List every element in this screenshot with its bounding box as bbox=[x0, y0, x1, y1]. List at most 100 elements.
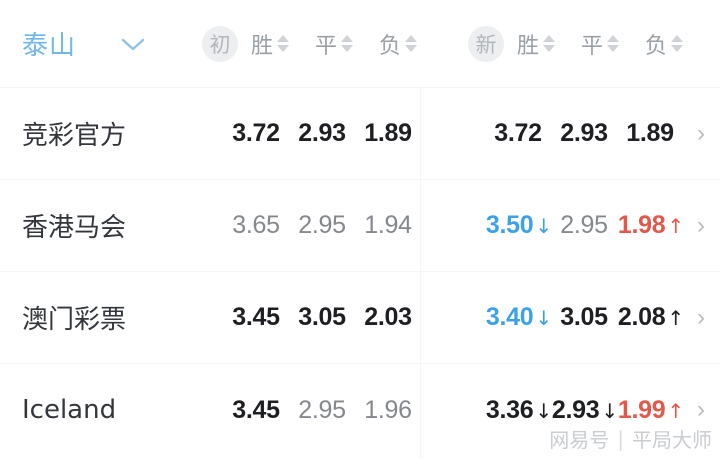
watermark-separator: | bbox=[617, 426, 624, 451]
column-header-current-lose[interactable]: 负 bbox=[632, 28, 696, 60]
odds-cell-initial-draw[interactable]: 2.95 bbox=[290, 211, 356, 240]
table-row[interactable]: 竞彩官方 3.72 2.93 1.89 3.72 bbox=[0, 88, 720, 180]
sort-updown-icon[interactable] bbox=[543, 35, 555, 52]
odds-cell-current-lose[interactable]: 1.99 ↑ bbox=[618, 396, 684, 425]
odds-cell-current-win[interactable]: 3.72 bbox=[486, 119, 552, 148]
sort-updown-icon[interactable] bbox=[405, 35, 417, 52]
odds-cell-current-win[interactable]: 3.50 ↓ bbox=[486, 211, 552, 240]
column-label: 平 bbox=[580, 33, 603, 59]
odds-value: 2.95 bbox=[560, 211, 608, 239]
odds-cell-initial-lose[interactable]: 2.03 bbox=[356, 303, 422, 332]
column-header-initial-win[interactable]: 胜 bbox=[238, 28, 302, 60]
watermark: 网易号 | 平局大师 bbox=[549, 424, 712, 453]
odds-cell-current-draw[interactable]: 2.95 bbox=[552, 211, 618, 240]
odds-value: 3.50 bbox=[485, 211, 534, 239]
team-selector[interactable]: 泰山 bbox=[0, 25, 200, 62]
odds-value: 2.08 bbox=[617, 303, 666, 331]
odds-value: 3.72 bbox=[494, 119, 542, 147]
odds-cell-current-lose[interactable]: 1.89 bbox=[618, 119, 684, 148]
row-detail-chevron-icon[interactable]: › bbox=[697, 119, 705, 147]
odds-group-initial: 3.45 2.95 1.96 bbox=[200, 396, 458, 425]
bookmaker-name: Iceland bbox=[22, 395, 117, 425]
row-detail-chevron-icon[interactable]: › bbox=[697, 303, 705, 331]
column-header-initial-lose[interactable]: 负 bbox=[366, 28, 430, 60]
row-detail-chevron-icon[interactable]: › bbox=[697, 211, 705, 239]
odds-cell-initial-win[interactable]: 3.65 bbox=[224, 211, 290, 240]
odds-group-current: 3.36 ↓ 2.93 ↓ 1.99 ↑ › bbox=[458, 396, 720, 425]
odds-cell-initial-lose[interactable]: 1.96 bbox=[356, 396, 422, 425]
sort-updown-icon[interactable] bbox=[671, 35, 683, 52]
trend-down-arrow-icon: ↓ bbox=[601, 398, 619, 423]
odds-cell-current-win[interactable]: 3.40 ↓ bbox=[486, 303, 552, 332]
odds-cell-initial-draw[interactable]: 2.95 bbox=[290, 396, 356, 425]
sort-updown-icon[interactable] bbox=[607, 35, 619, 52]
odds-value: 2.93 bbox=[551, 395, 600, 424]
table-row[interactable]: Iceland 3.45 2.95 1.96 3.36 ↓ bbox=[0, 364, 720, 456]
odds-cell-initial-win[interactable]: 3.72 bbox=[224, 119, 290, 148]
header-group-current: 新 胜 平 负 bbox=[454, 25, 720, 62]
odds-value: 3.65 bbox=[232, 211, 280, 239]
odds-value: 1.89 bbox=[364, 119, 412, 147]
odds-cell-initial-lose[interactable]: 1.89 bbox=[356, 119, 422, 148]
badge-initial-odds[interactable]: 初 bbox=[202, 25, 238, 62]
bookmaker-name: 香港马会 bbox=[22, 213, 127, 243]
odds-cell-current-lose[interactable]: 1.98 ↑ bbox=[618, 211, 684, 240]
chevron-down-icon[interactable] bbox=[120, 36, 146, 52]
table-row[interactable]: 澳门彩票 3.45 3.05 2.03 3.40 ↓ bbox=[0, 272, 720, 364]
odds-value: 2.95 bbox=[298, 211, 346, 239]
badge-current-odds[interactable]: 新 bbox=[468, 25, 504, 62]
odds-group-initial: 3.45 3.05 2.03 bbox=[200, 303, 458, 332]
column-group-divider bbox=[420, 88, 421, 459]
odds-cell-initial-draw[interactable]: 2.93 bbox=[290, 119, 356, 148]
odds-group-current: 3.40 ↓ 3.05 2.08 ↑ › bbox=[458, 303, 720, 332]
odds-value: 3.45 bbox=[232, 303, 280, 331]
odds-value: 1.98 bbox=[617, 211, 666, 239]
column-label: 平 bbox=[314, 33, 337, 59]
odds-value: 2.93 bbox=[298, 119, 346, 147]
trend-down-arrow-icon: ↓ bbox=[535, 398, 553, 423]
odds-cell-current-draw[interactable]: 2.93 bbox=[552, 119, 618, 148]
odds-value: 3.36 bbox=[485, 395, 534, 424]
sort-updown-icon[interactable] bbox=[277, 35, 289, 52]
odds-group-initial: 3.65 2.95 1.94 bbox=[200, 211, 458, 240]
column-label: 负 bbox=[644, 33, 667, 59]
odds-value: 3.05 bbox=[298, 303, 346, 331]
odds-cell-initial-draw[interactable]: 3.05 bbox=[290, 303, 356, 332]
row-detail-chevron-icon[interactable]: › bbox=[697, 396, 705, 423]
odds-value: 1.99 bbox=[617, 395, 666, 424]
header-group-initial: 初 胜 平 负 bbox=[200, 25, 454, 62]
odds-value: 1.94 bbox=[364, 211, 412, 239]
odds-value: 1.89 bbox=[626, 119, 674, 147]
odds-value: 2.93 bbox=[560, 119, 608, 147]
sort-updown-icon[interactable] bbox=[341, 35, 353, 52]
column-label: 负 bbox=[378, 33, 401, 59]
odds-cell-current-draw[interactable]: 2.93 ↓ bbox=[552, 396, 618, 425]
column-header-initial-draw[interactable]: 平 bbox=[302, 28, 366, 60]
odds-group-current: 3.50 ↓ 2.95 1.98 ↑ › bbox=[458, 211, 720, 240]
column-label: 胜 bbox=[516, 33, 539, 59]
table-body: 竞彩官方 3.72 2.93 1.89 3.72 bbox=[0, 88, 720, 459]
odds-value: 3.05 bbox=[560, 303, 608, 331]
odds-cell-current-win[interactable]: 3.36 ↓ bbox=[486, 396, 552, 425]
column-header-current-win[interactable]: 胜 bbox=[504, 28, 568, 60]
watermark-source: 网易号 bbox=[549, 428, 610, 452]
bookmaker-name: 竞彩官方 bbox=[22, 121, 127, 151]
watermark-author: 平局大师 bbox=[632, 428, 712, 452]
odds-value: 3.72 bbox=[232, 119, 280, 147]
table-row[interactable]: 香港马会 3.65 2.95 1.94 3.50 ↓ bbox=[0, 180, 720, 272]
odds-group-current: 3.72 2.93 1.89 › bbox=[458, 119, 720, 148]
trend-up-arrow-icon: ↑ bbox=[667, 306, 685, 330]
trend-up-arrow-icon: ↑ bbox=[667, 214, 685, 238]
odds-cell-initial-win[interactable]: 3.45 bbox=[224, 303, 290, 332]
bookmaker-name: 澳门彩票 bbox=[22, 305, 127, 335]
trend-down-arrow-icon: ↓ bbox=[535, 306, 553, 330]
trend-up-arrow-icon: ↑ bbox=[667, 398, 685, 423]
odds-cell-initial-lose[interactable]: 1.94 bbox=[356, 211, 422, 240]
column-header-current-draw[interactable]: 平 bbox=[568, 28, 632, 60]
odds-value: 2.95 bbox=[298, 395, 346, 424]
odds-cell-current-lose[interactable]: 2.08 ↑ bbox=[618, 303, 684, 332]
odds-cell-initial-win[interactable]: 3.45 bbox=[224, 396, 290, 425]
odds-cell-current-draw[interactable]: 3.05 bbox=[552, 303, 618, 332]
odds-group-initial: 3.72 2.93 1.89 bbox=[200, 119, 458, 148]
